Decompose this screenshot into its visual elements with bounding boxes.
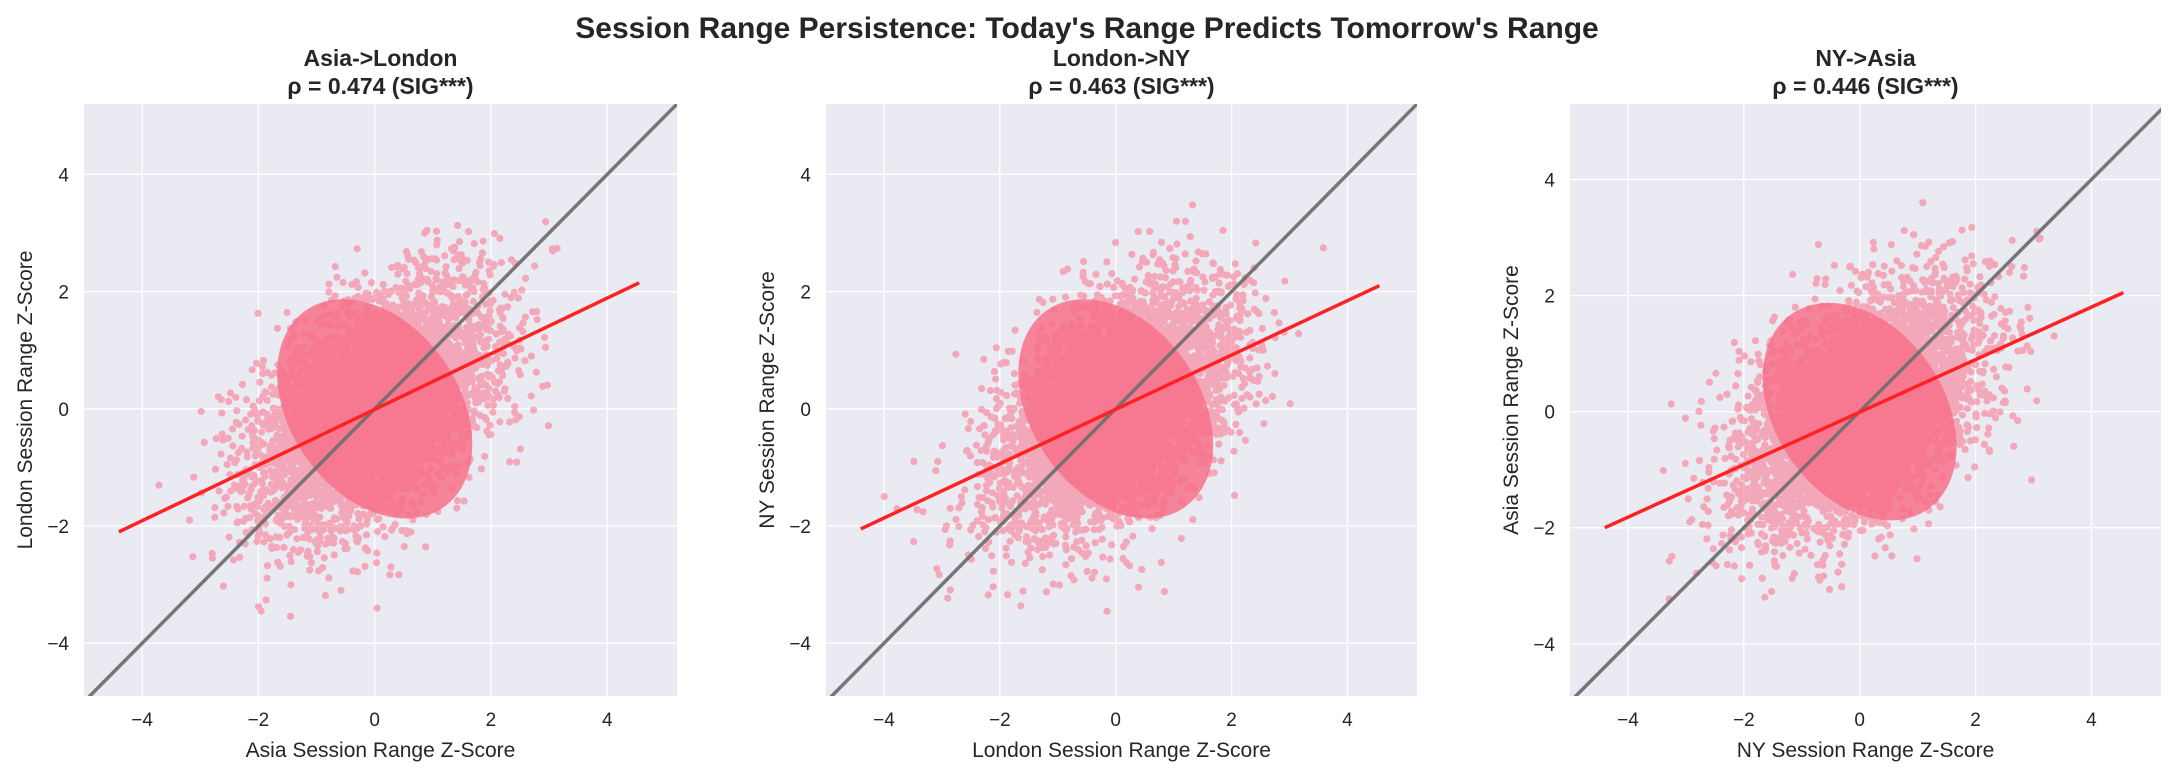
x-tick-label: 2 <box>486 710 497 731</box>
y-tick-label: −2 <box>789 517 811 538</box>
figure-suptitle: Session Range Persistence: Today's Range… <box>575 12 1598 45</box>
y-tick-label: 0 <box>800 400 811 421</box>
panel-subtitle: ρ = 0.474 (SIG***) <box>287 73 473 99</box>
x-tick-label: 4 <box>2086 710 2097 731</box>
x-tick-label: −2 <box>1733 710 1755 731</box>
y-tick-label: 2 <box>800 283 811 304</box>
x-tick-label: 0 <box>1110 710 1121 731</box>
x-tick-label: −4 <box>873 710 895 731</box>
y-tick-label: 0 <box>1544 403 1555 424</box>
y-tick-label: −4 <box>789 634 811 655</box>
regression-line <box>860 284 1381 531</box>
y-tick-label: 4 <box>58 165 69 186</box>
y-axis-label: Asia Session Range Z-Score <box>1500 265 1523 535</box>
x-tick-label: 4 <box>1342 710 1353 731</box>
panel-title: Asia->London <box>304 45 458 71</box>
x-axis-label: NY Session Range Z-Score <box>1737 739 1995 762</box>
y-tick-label: −2 <box>1533 519 1555 540</box>
x-tick-label: 0 <box>1854 710 1865 731</box>
panel-subtitle: ρ = 0.446 (SIG***) <box>1772 73 1958 99</box>
panel-asia-london: −4 −2 0 2 4 −4 −2 0 2 4 Asia Session Range Z-Score… <box>14 45 677 762</box>
y-tick-label: −4 <box>47 634 69 655</box>
regression-line <box>118 281 640 534</box>
x-tick-label: −2 <box>989 710 1011 731</box>
x-axis-label: Asia Session Range Z-Score <box>246 739 516 762</box>
y-tick-label: −2 <box>47 517 69 538</box>
plot-content <box>829 104 1417 696</box>
y-tick-label: 4 <box>800 165 811 186</box>
y-tick-label: 2 <box>1544 287 1555 308</box>
y-tick-label: 0 <box>58 400 69 421</box>
plot-content <box>87 104 677 696</box>
y-axis-label: London Session Range Z-Score <box>14 251 37 550</box>
plot-content <box>1573 107 2161 696</box>
x-tick-label: 0 <box>369 710 380 731</box>
y-tick-label: 4 <box>1544 170 1555 191</box>
x-tick-label: −4 <box>131 710 153 731</box>
y-tick-label: −4 <box>1533 635 1555 656</box>
x-tick-label: −4 <box>1617 710 1639 731</box>
x-tick-label: 2 <box>1970 710 1981 731</box>
x-tick-label: 4 <box>602 710 613 731</box>
regression-line <box>1604 291 2125 530</box>
panel-subtitle: ρ = 0.463 (SIG***) <box>1028 73 1214 99</box>
y-tick-label: 2 <box>58 283 69 304</box>
x-axis-label: London Session Range Z-Score <box>972 739 1271 762</box>
x-tick-label: −2 <box>248 710 270 731</box>
x-tick-label: 2 <box>1226 710 1237 731</box>
y-axis-label: NY Session Range Z-Score <box>756 271 779 529</box>
panel-ny-asia: −4 −2 0 2 4 −4 −2 0 2 4 NY Session Range Z-Score As… <box>1500 45 2161 762</box>
panel-title: London->NY <box>1053 45 1190 71</box>
panel-london-ny: −4 −2 0 2 4 −4 −2 0 2 4 London Session Range Z-Sco… <box>756 45 1417 762</box>
panel-title: NY->Asia <box>1815 45 1916 71</box>
